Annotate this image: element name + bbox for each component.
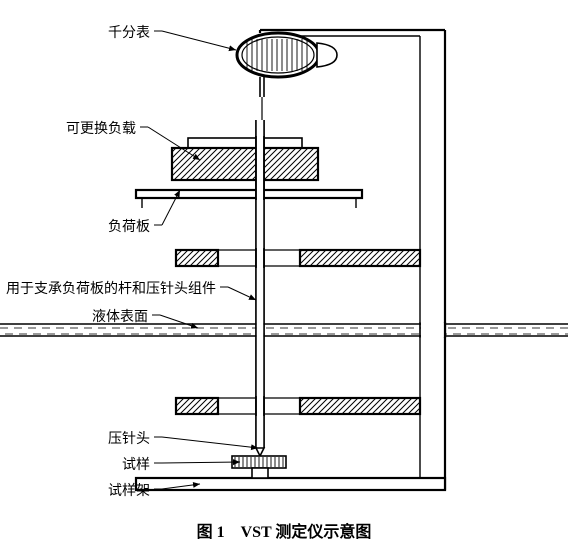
label-liquid-surface: 液体表面	[92, 306, 148, 326]
figure-caption: 图 1 VST 测定仪示意图	[0, 518, 568, 542]
label-replaceable-load: 可更换负载	[66, 118, 136, 138]
label-load-plate: 负荷板	[108, 216, 150, 236]
label-rod-needle-assembly: 用于支承负荷板的杆和压针头组件	[6, 278, 216, 298]
label-sample: 试样	[122, 454, 150, 474]
label-sample-holder: 试样架	[108, 480, 150, 500]
label-needle-tip: 压针头	[108, 428, 150, 448]
label-dial-gauge: 千分表	[108, 22, 150, 42]
